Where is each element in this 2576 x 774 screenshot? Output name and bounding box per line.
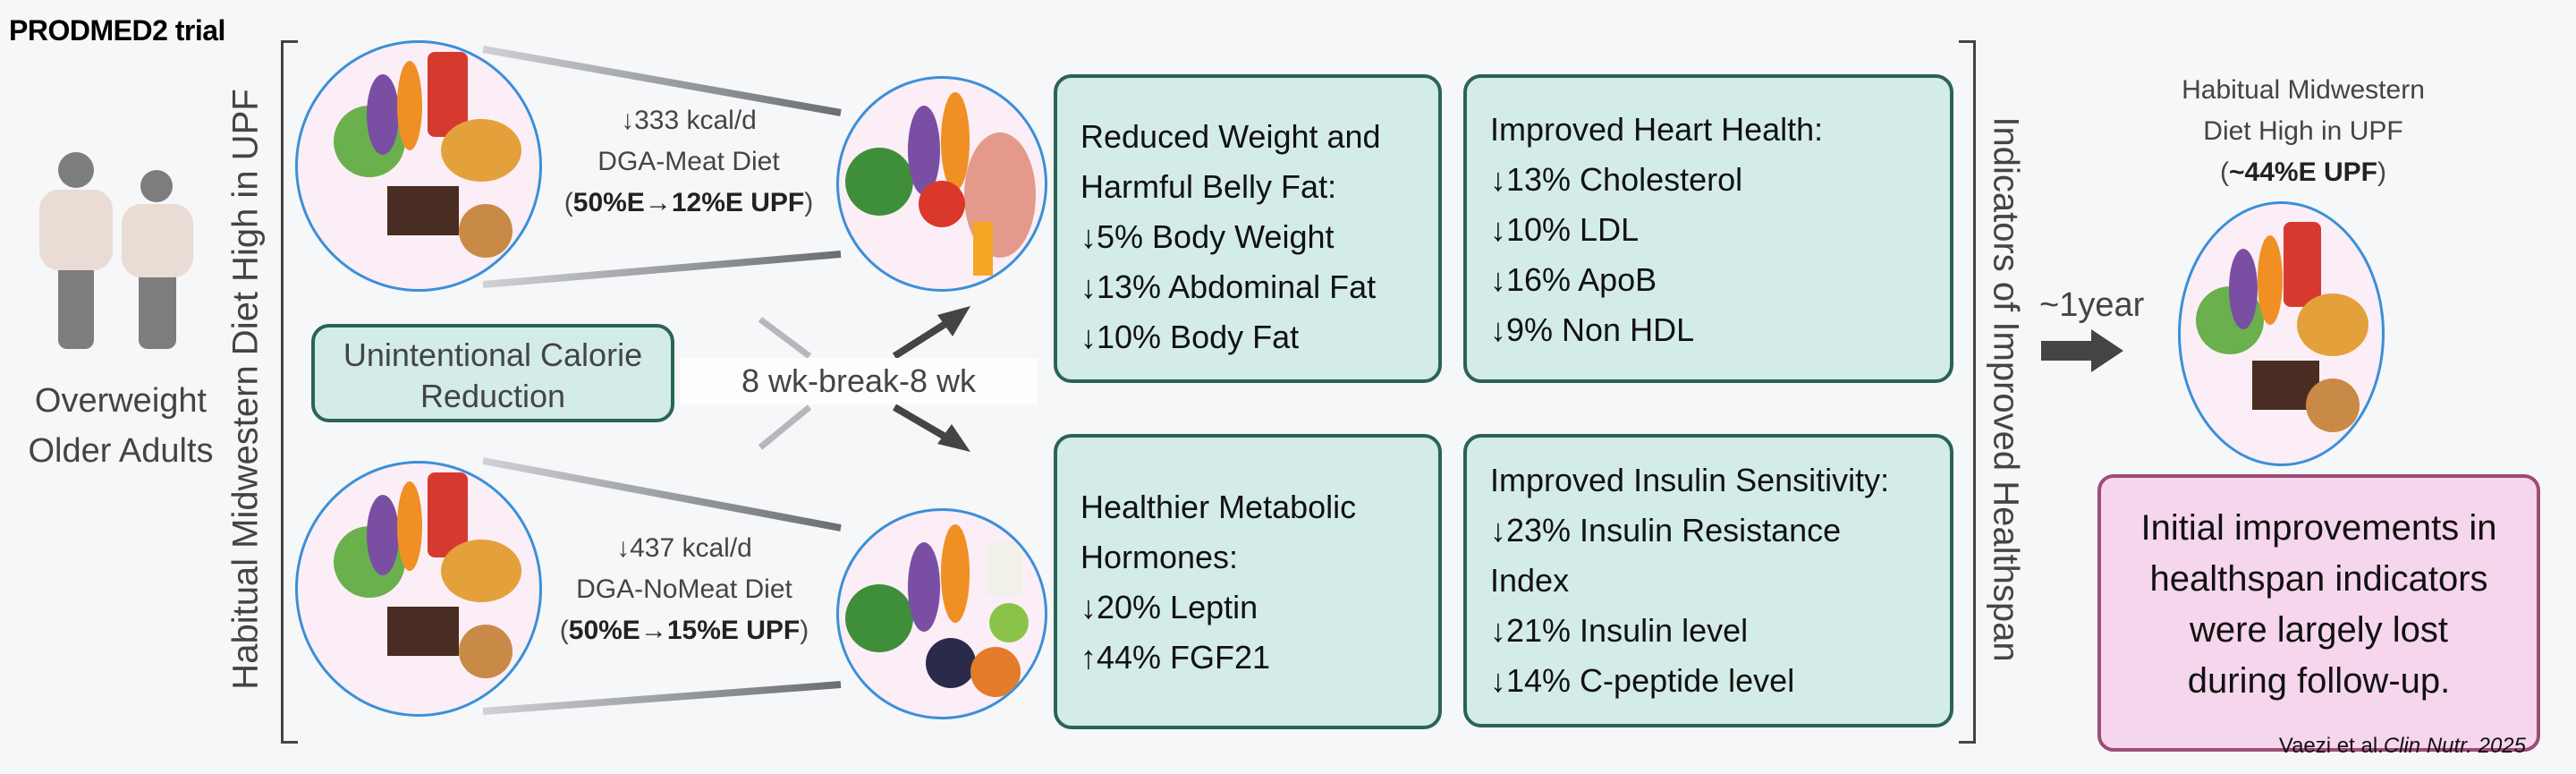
right-bracket — [1959, 40, 1976, 744]
zoom-line — [482, 251, 842, 288]
summary-box: Initial improvements in healthspan indica… — [2097, 474, 2540, 752]
dga-nomeat-plate-icon — [836, 508, 1047, 719]
citation: Vaezi et al.Clin Nutr. 2025 — [2278, 734, 2526, 758]
arrow-up-icon — [937, 306, 970, 336]
ultra-processed-food-plate-icon — [2178, 201, 2385, 466]
outcome-box-heart: Improved Heart Health: ↓13% Cholesterol ↓… — [1463, 74, 1953, 383]
ultra-processed-food-plate-icon — [295, 40, 542, 292]
zoom-line — [482, 681, 842, 715]
page-title: PRODMED2 trial — [9, 14, 225, 47]
arm-1-label: ↓333 kcal/d DGA-Meat Diet (50%E→12%E UPF) — [564, 106, 814, 217]
calorie-reduction-box: Unintentional Calorie Reduction — [311, 324, 674, 422]
left-bracket-label: Habitual Midwestern Diet High in UPF — [225, 89, 266, 690]
dga-meat-plate-icon — [836, 76, 1047, 292]
arrow-down-icon — [937, 424, 970, 452]
population-label: Overweight Older Adults — [28, 382, 214, 470]
follow-up-duration: ~1year — [2039, 286, 2145, 324]
outcome-box-insulin: Improved Insulin Sensitivity: ↓23% Insul… — [1463, 434, 1953, 727]
arm-2-label: ↓437 kcal/d DGA-NoMeat Diet (50%E→15%E UP… — [559, 533, 809, 645]
arrow-right-icon — [2091, 329, 2123, 372]
people-silhouette-icon — [39, 152, 193, 349]
zoom-line — [482, 46, 842, 116]
zoom-line — [482, 457, 842, 532]
left-bracket — [281, 40, 298, 744]
outcome-box-hormones: Healthier Metabolic Hormones: ↓20% Leptin… — [1054, 434, 1442, 729]
outcome-box-weight: Reduced Weight and Harmful Belly Fat: ↓5%… — [1054, 74, 1442, 383]
follow-up-diet-label: Habitual Midwestern Diet High in UPF (~44… — [2182, 75, 2425, 187]
right-bracket-label: Indicators of Improved Healthspan — [1986, 116, 2026, 662]
ultra-processed-food-plate-icon — [295, 461, 542, 717]
schedule-label: 8 wk-break-8 wk — [680, 358, 1038, 404]
